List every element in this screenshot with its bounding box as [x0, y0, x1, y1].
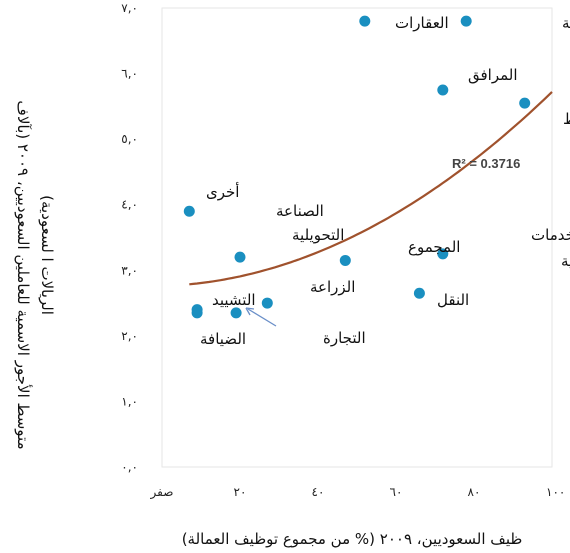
x-axis-ticks: صفر ٢٠ ٤٠ ٦٠ ٨٠ ١٠٠ [150, 485, 566, 500]
y-axis-ticks: ٠,٠ ١,٠ ٢,٠ ٣,٠ ٤,٠ ٥,٠ ٦,٠ ٧,٠ [121, 1, 138, 474]
trendline [189, 91, 553, 286]
data-point [183, 205, 195, 217]
data-point [261, 297, 273, 309]
x-tick-label: ١٠٠ [546, 485, 565, 499]
y-tick-label: ٥,٠ [121, 132, 138, 146]
point-label: العقارات [395, 14, 449, 32]
y-axis-title-line2: الريالات ا لسعودية) [38, 195, 56, 315]
r-squared-label: R² = 0.3716 [452, 156, 520, 171]
point-label: أخرى [206, 182, 239, 201]
data-point [437, 84, 449, 96]
point-labels: العقارات الصيرفة المرافق النفط أخرى الصناعة ال… [200, 14, 570, 348]
x-axis-title: ظيف السعوديين، ٢٠٠٩ (% من مجموع توظيف ال… [182, 530, 523, 548]
data-point [437, 248, 449, 260]
point-label: الضيافة [200, 330, 246, 348]
point-label: التجارة [323, 329, 366, 347]
y-tick-label: ٦,٠ [121, 67, 138, 81]
data-points [183, 15, 531, 319]
data-point [519, 97, 531, 109]
point-label: النفط [563, 110, 570, 128]
y-tick-label: ٣,٠ [121, 263, 138, 277]
x-tick-label: صفر [150, 485, 174, 500]
x-tick-label: ٨٠ [468, 485, 481, 499]
data-point [191, 304, 203, 316]
point-label: الاجتماعية [561, 252, 570, 270]
y-tick-label: ١,٠ [121, 394, 138, 408]
point-label: الصناعة [276, 202, 324, 220]
trade-arrow [245, 307, 277, 327]
point-label: الخدمات [531, 226, 570, 244]
plot-area [161, 7, 553, 468]
data-point [230, 307, 242, 319]
y-tick-label: ٢,٠ [121, 329, 138, 343]
y-tick-label: ٧,٠ [121, 1, 138, 15]
x-tick-label: ٤٠ [312, 485, 325, 499]
point-label: المجموع [408, 238, 460, 256]
data-point [359, 15, 371, 27]
x-tick-label: ٢٠ [234, 485, 247, 499]
data-point [460, 15, 472, 27]
point-label: الصيرفة [562, 14, 570, 32]
point-label: المرافق [468, 66, 518, 84]
y-tick-label: ٤,٠ [121, 198, 138, 212]
x-tick-label: ٦٠ [390, 485, 403, 499]
point-label: الزراعة [310, 278, 355, 296]
point-label: التشييد [212, 291, 256, 309]
y-axis-title-line1: متوسط الأجور الاسمية للعاملين السعوديين،… [14, 100, 33, 449]
data-point [234, 251, 246, 263]
trade-arrow-head [245, 307, 255, 316]
data-point [413, 287, 425, 299]
data-point [339, 254, 351, 266]
point-label: التحويلية [292, 226, 344, 244]
trade-arrow-line [247, 308, 277, 327]
point-label: النقل [437, 291, 469, 309]
y-tick-label: ٠,٠ [121, 460, 138, 474]
